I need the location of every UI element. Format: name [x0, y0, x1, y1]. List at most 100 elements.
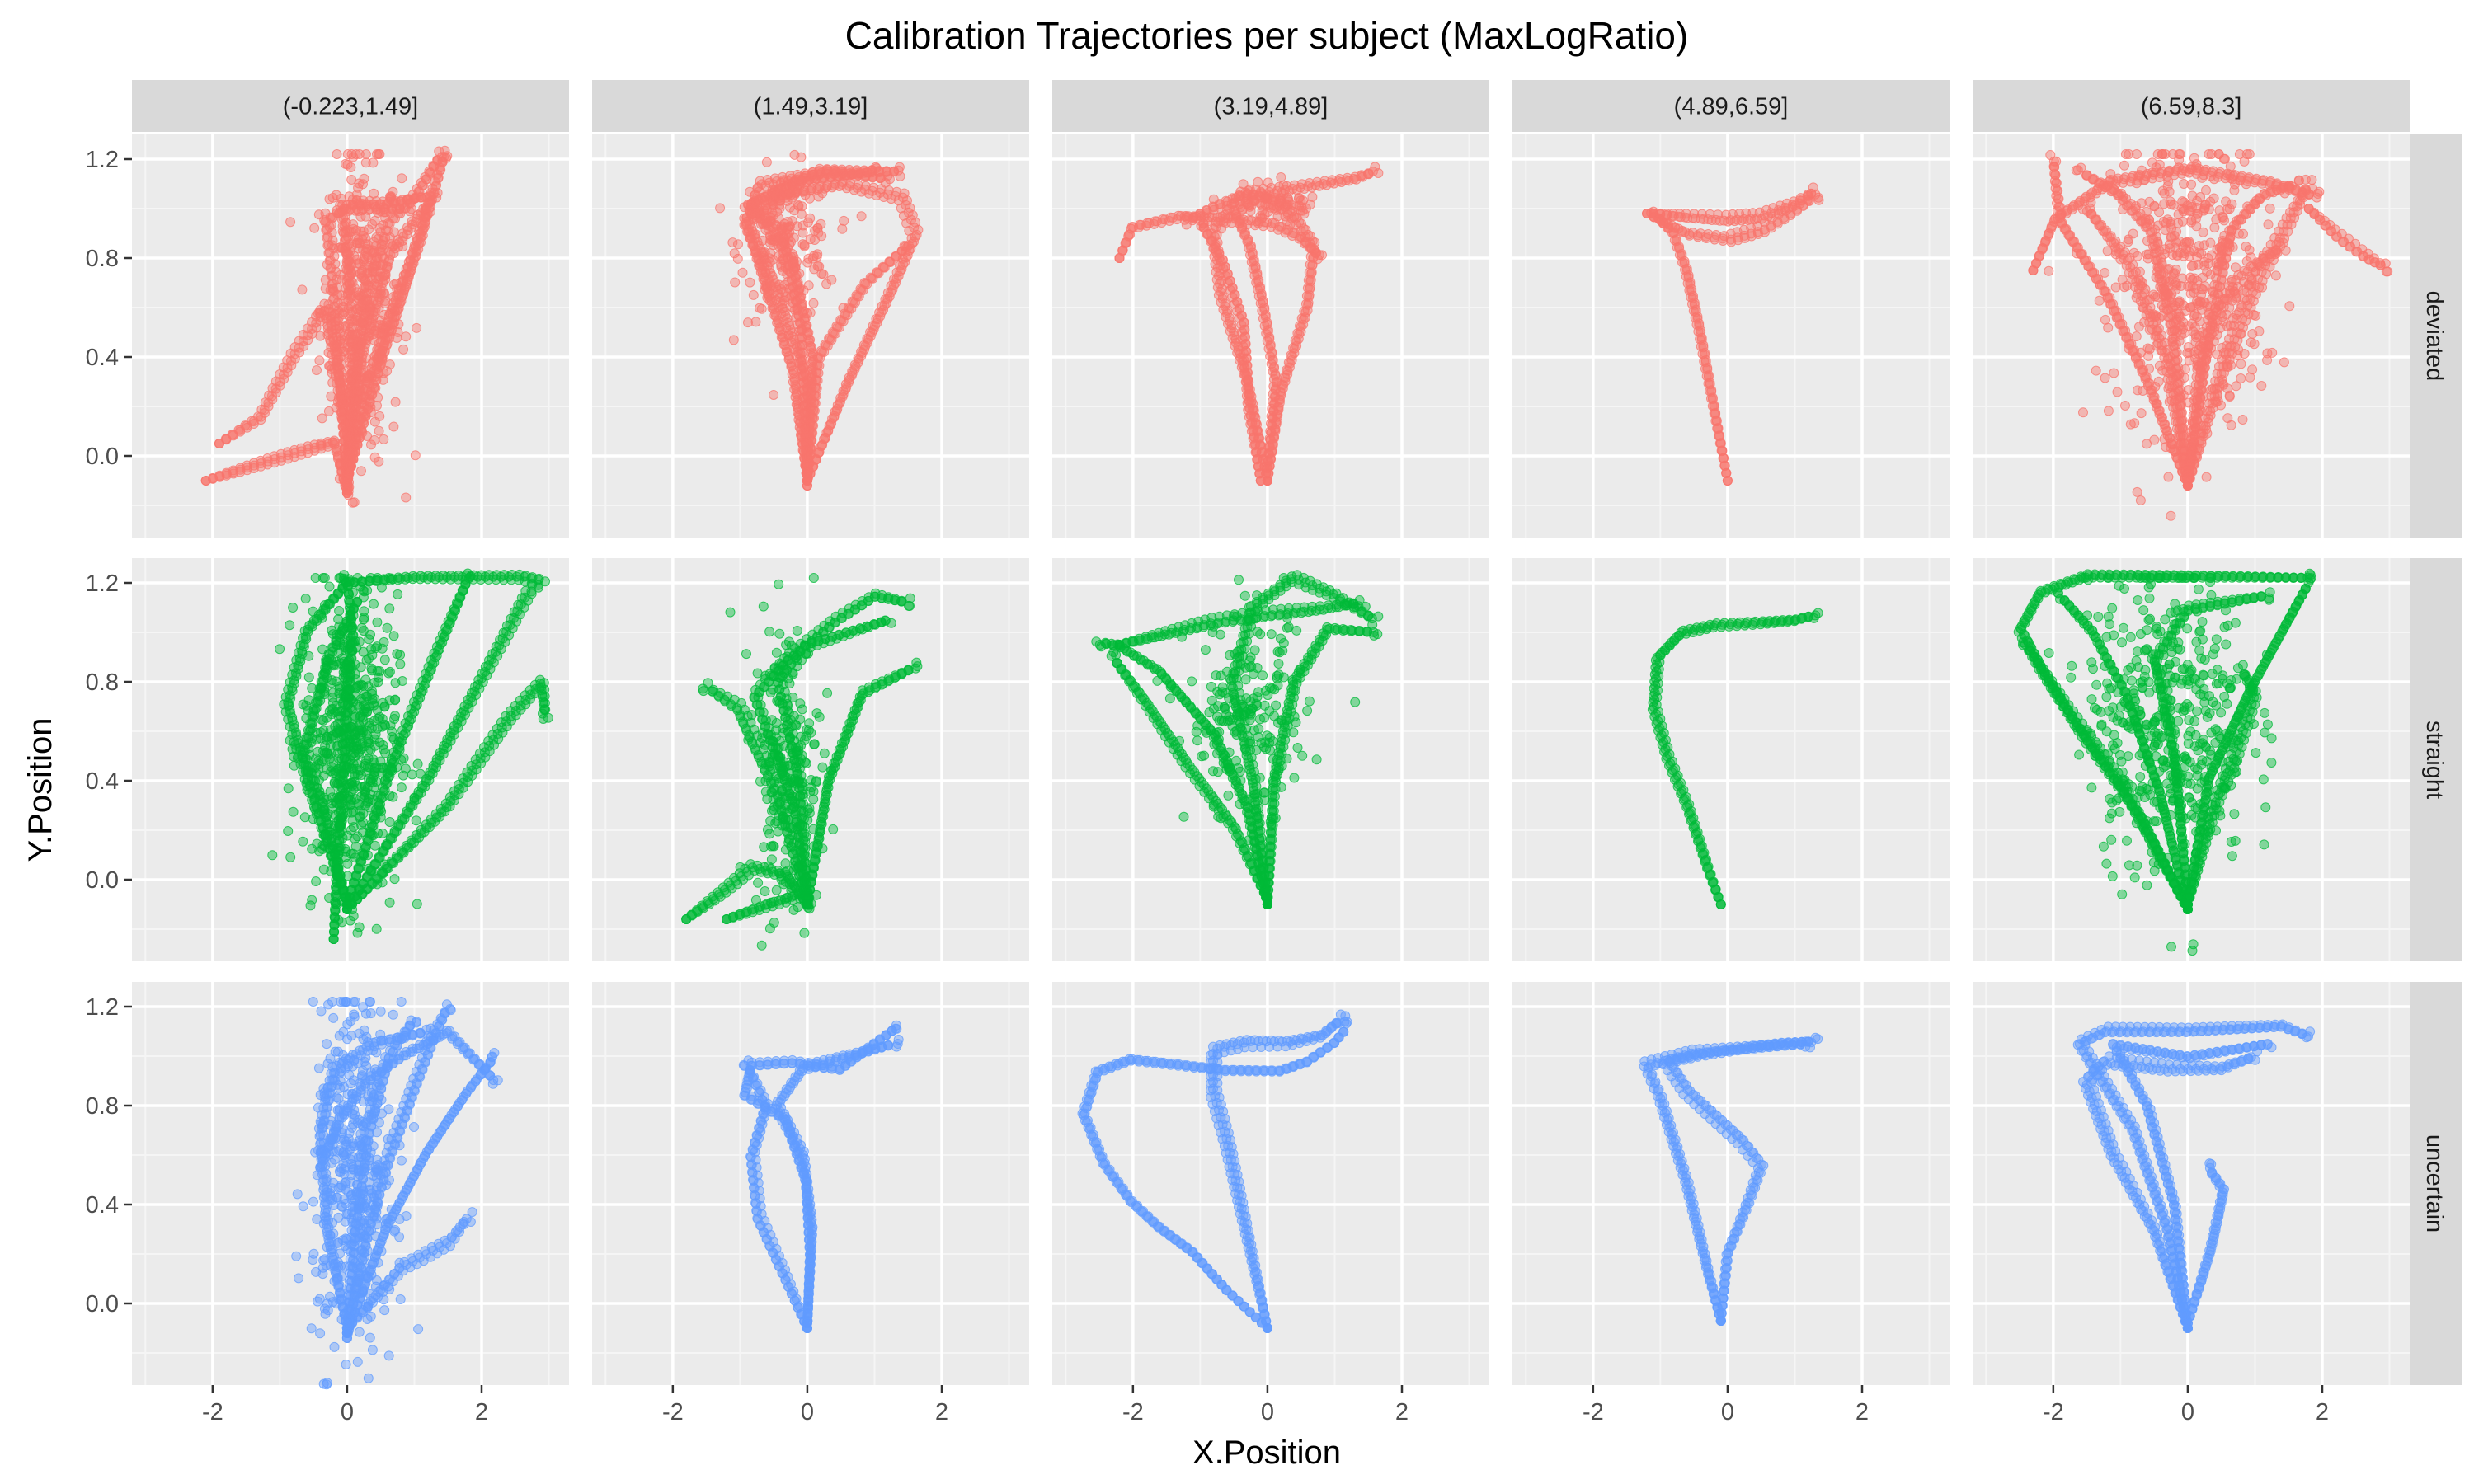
data-point [388, 303, 398, 313]
row-strip-label-2: uncertain [2421, 1134, 2448, 1233]
data-point [783, 331, 794, 340]
data-point [342, 247, 353, 258]
data-point [358, 226, 369, 237]
data-point [327, 364, 336, 374]
data-point [2187, 416, 2198, 426]
data-point [315, 331, 326, 341]
row-strip-label-1: straight [2421, 721, 2448, 799]
data-point [401, 331, 412, 342]
data-point [2312, 192, 2322, 203]
data-point [2237, 415, 2248, 425]
data-point [353, 182, 364, 193]
data-point [373, 392, 383, 403]
data-point [826, 275, 837, 285]
data-point [2134, 266, 2145, 277]
y-tick-label: 0.0 [86, 444, 119, 470]
data-point [2197, 172, 2208, 183]
data-point [1244, 184, 1255, 195]
data-point [2051, 156, 2062, 167]
data-point [2125, 419, 2136, 430]
col-strip-2 [1052, 80, 1489, 132]
data-point [2175, 391, 2185, 402]
data-point [2262, 355, 2273, 365]
data-point [2136, 198, 2147, 209]
data-point [2077, 204, 2088, 214]
data-point [2111, 247, 2121, 257]
data-point [802, 308, 812, 319]
data-point [332, 149, 342, 159]
data-point [388, 186, 398, 197]
data-point [900, 242, 910, 252]
data-point [2236, 359, 2246, 369]
data-point [2209, 289, 2220, 300]
data-point [893, 165, 904, 176]
data-point [799, 240, 810, 251]
data-point [367, 247, 378, 258]
data-point [2105, 169, 2116, 180]
data-point [356, 466, 366, 477]
data-point [327, 240, 337, 251]
data-point [346, 162, 356, 172]
data-point [365, 402, 376, 412]
data-point [343, 352, 354, 363]
data-point [1253, 176, 1263, 187]
data-point [402, 200, 412, 210]
data-point [796, 323, 807, 334]
data-point [748, 289, 759, 300]
data-point [764, 257, 775, 268]
data-point [2195, 405, 2206, 416]
data-point [2218, 379, 2229, 390]
data-point [2380, 258, 2391, 269]
data-point [388, 421, 399, 432]
data-point [390, 397, 401, 407]
data-point [336, 459, 346, 470]
data-point [2100, 267, 2110, 278]
data-point [376, 242, 387, 252]
data-point [393, 326, 403, 337]
data-point [370, 256, 380, 266]
data-point [380, 270, 391, 280]
row-strip-label-0: deviated [2421, 291, 2448, 382]
data-point [350, 149, 361, 159]
data-point [387, 241, 397, 251]
data-point [356, 359, 367, 369]
data-point [2265, 203, 2275, 214]
data-point [759, 205, 769, 216]
data-point [808, 169, 819, 180]
data-point [2251, 195, 2261, 206]
data-point [1246, 200, 1257, 211]
panel-r0-c4 [1973, 134, 2410, 538]
data-point [320, 208, 331, 218]
data-point [1276, 193, 1286, 204]
data-point [737, 267, 748, 278]
row-strip-1 [2408, 558, 2462, 961]
data-point [794, 268, 805, 279]
data-point [856, 211, 867, 222]
data-point [1198, 218, 1209, 228]
data-point [2236, 328, 2246, 339]
data-point [2263, 219, 2274, 230]
data-point [728, 335, 739, 345]
panel-r0-c1 [592, 134, 1029, 538]
data-point [309, 223, 320, 233]
data-point [340, 320, 350, 331]
col-strip-0 [132, 80, 569, 132]
data-point [2091, 365, 2101, 376]
data-point [401, 492, 412, 503]
data-point [346, 175, 357, 185]
data-point [2222, 413, 2233, 424]
data-point [325, 284, 336, 295]
data-point [755, 256, 766, 267]
data-point [334, 473, 345, 484]
data-point [379, 368, 389, 378]
data-point [360, 149, 371, 159]
data-point [1278, 180, 1289, 190]
data-point [816, 231, 827, 242]
data-point [369, 215, 380, 226]
data-point [379, 434, 389, 444]
data-point [314, 355, 325, 366]
data-point [361, 375, 372, 386]
data-point [2124, 343, 2134, 354]
data-point [369, 188, 379, 199]
data-point [412, 322, 422, 333]
